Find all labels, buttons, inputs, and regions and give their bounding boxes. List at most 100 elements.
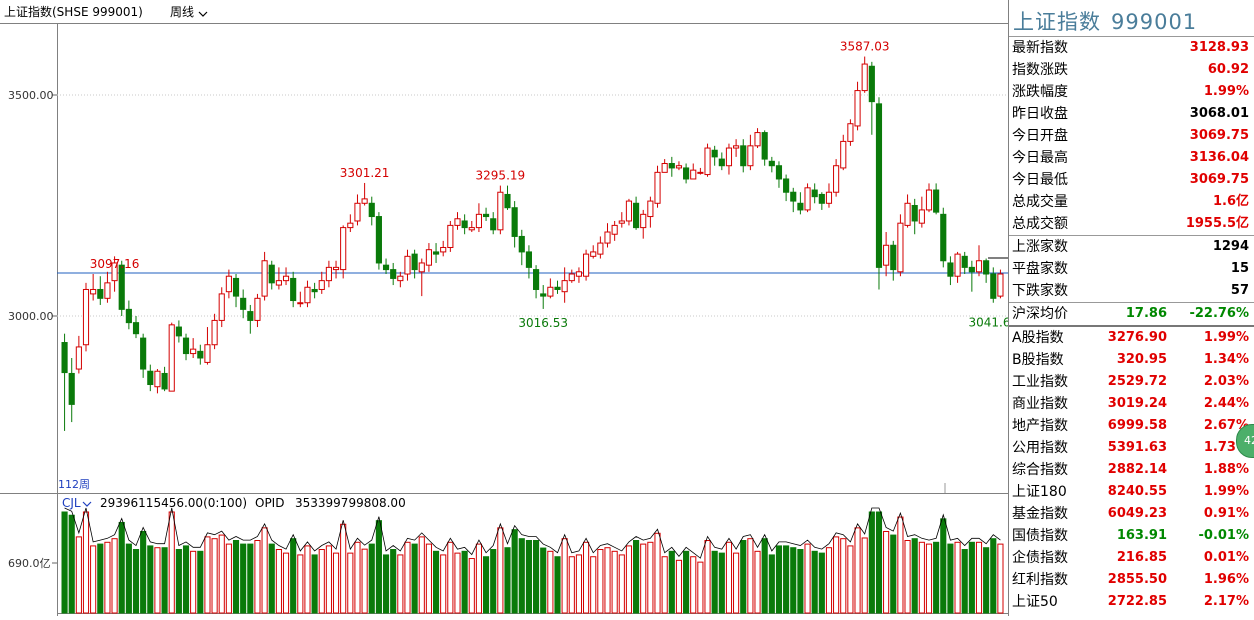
candle-body — [268, 264, 275, 284]
candle-body — [718, 158, 725, 167]
candle-body — [883, 244, 890, 266]
volume-bar — [747, 538, 754, 614]
quote-row[interactable]: 基金指数 6049.23 0.91% — [1009, 503, 1254, 525]
row-change: 1.99% — [1203, 330, 1249, 345]
candle-body — [340, 227, 347, 271]
volume-bar — [611, 550, 618, 614]
row-label: 最新指数 — [1012, 40, 1068, 56]
candle-body — [990, 273, 997, 299]
quote-row[interactable]: 企债指数 216.85 0.01% — [1009, 547, 1254, 569]
candle-body — [575, 271, 583, 277]
volume-bar — [118, 521, 125, 614]
candle-body — [775, 165, 783, 180]
quote-row[interactable]: 指数涨跌 60.92 — [1009, 59, 1254, 81]
row-value: 1.99% — [1203, 84, 1249, 99]
volume-bar — [475, 543, 482, 614]
quote-row[interactable]: 总成交额 1955.5亿 — [1009, 213, 1254, 235]
volume-bar — [733, 552, 740, 614]
quote-row[interactable]: 国债指数 163.91 -0.01% — [1009, 525, 1254, 547]
candle-body — [375, 216, 382, 264]
candle-body — [904, 202, 911, 226]
candle-body — [275, 280, 282, 286]
candle-body — [954, 253, 961, 277]
quote-row[interactable]: 平盘家数 15 — [1009, 258, 1254, 280]
row-label: 综合指数 — [1012, 462, 1068, 478]
candle-body — [282, 275, 290, 282]
quote-code: 999001 — [1111, 10, 1198, 34]
quote-panel: 上证指数 999001 最新指数 3128.93 指数涨跌 60.92 涨跌幅度 1.99%… — [1008, 0, 1254, 616]
row-value: 2855.50 — [1107, 572, 1167, 587]
quote-row[interactable]: 商业指数 3019.24 2.44% — [1009, 393, 1254, 415]
candle-body — [868, 65, 875, 103]
quote-row[interactable]: 地产指数 6999.58 2.67% — [1009, 415, 1254, 437]
row-label: 平盘家数 — [1012, 261, 1068, 277]
candle-body — [590, 251, 597, 257]
avg-price-row[interactable]: 沪深均价 17.86 -22.76% — [1009, 303, 1254, 325]
volume-bar — [761, 538, 768, 614]
volume-bar — [182, 545, 190, 614]
candle-body — [933, 189, 940, 213]
volume-bar — [425, 543, 432, 614]
candle-body — [897, 222, 904, 273]
volume-bar — [554, 556, 561, 614]
candle-body — [368, 202, 375, 218]
candle-body — [640, 213, 647, 229]
quote-row[interactable]: 上涨家数 1294 — [1009, 236, 1254, 258]
quote-row[interactable]: B股指数 320.95 1.34% — [1009, 349, 1254, 371]
quote-row[interactable]: 红利指数 2855.50 1.96% — [1009, 569, 1254, 591]
quote-row[interactable]: 总成交量 1.6亿 — [1009, 191, 1254, 213]
candle-body — [147, 370, 154, 386]
quote-row[interactable]: 最新指数 3128.93 — [1009, 37, 1254, 59]
quote-rows: 最新指数 3128.93 指数涨跌 60.92 涨跌幅度 1.99% 昨日收盘 3068.01… — [1009, 37, 1254, 235]
quote-name: 上证指数 — [1013, 10, 1101, 34]
volume-bar — [325, 545, 332, 614]
volume-bar — [868, 511, 875, 614]
candle-body — [304, 286, 311, 304]
volume-bar — [925, 543, 933, 614]
volume-bar — [740, 539, 747, 614]
row-label: 基金指数 — [1012, 506, 1068, 522]
candle-body — [154, 370, 161, 388]
quote-row[interactable]: 今日开盘 3069.75 — [1009, 125, 1254, 147]
candle-body — [390, 269, 397, 279]
chart-area[interactable]: 上证指数(SHSE 999001) 周线 3500.00 3000.00 3587.03… — [0, 0, 1018, 616]
candle-body — [418, 262, 425, 273]
volume-bar — [61, 511, 68, 614]
volume-bar — [604, 547, 611, 614]
volume-bar — [561, 538, 568, 614]
candle-body — [618, 220, 625, 224]
candle-body — [833, 165, 840, 193]
quote-row[interactable]: 上证180 8240.55 1.99% — [1009, 481, 1254, 503]
volume-bar — [397, 554, 404, 614]
divider — [1009, 302, 1254, 303]
candle-body — [497, 191, 504, 231]
kline-chart[interactable]: 上证指数(SHSE 999001) 周线 3500.00 3000.00 3587.03… — [0, 0, 1018, 616]
quote-row[interactable]: 下跌家数 57 — [1009, 280, 1254, 302]
candle-body — [432, 251, 440, 255]
quote-row[interactable]: 上证50 2722.85 2.17% — [1009, 591, 1254, 613]
quote-row[interactable]: 涨跌幅度 1.99% — [1009, 81, 1254, 103]
row-value: 1294 — [1212, 239, 1249, 254]
volume-bar — [547, 550, 554, 614]
chevron-down-icon[interactable] — [82, 501, 92, 507]
volume-bar — [297, 554, 304, 614]
volume-bar — [690, 556, 697, 614]
quote-row[interactable]: 昨日收盘 3068.01 — [1009, 103, 1254, 125]
quote-row[interactable]: A股指数 3276.90 1.99% — [1009, 327, 1254, 349]
row-change: 2.67% — [1203, 418, 1249, 433]
quote-row[interactable]: 今日最高 3136.04 — [1009, 147, 1254, 169]
quote-row[interactable]: 综合指数 2882.14 1.88% — [1009, 459, 1254, 481]
candle-body — [347, 222, 354, 229]
candle-body — [997, 273, 1004, 297]
quote-row[interactable]: 今日最低 3069.75 — [1009, 169, 1254, 191]
quote-row[interactable]: 工业指数 2529.72 2.03% — [1009, 371, 1254, 393]
chevron-down-icon[interactable] — [198, 11, 208, 17]
candle-body — [654, 171, 661, 204]
volume-bar — [583, 541, 590, 614]
quote-row[interactable]: 公用指数 5391.63 1.73% — [1009, 437, 1254, 459]
candle-body — [211, 319, 218, 346]
volume-bar — [468, 558, 475, 614]
volume-bar — [197, 550, 204, 614]
volume-bar — [804, 543, 811, 614]
volume-bar — [861, 537, 868, 614]
